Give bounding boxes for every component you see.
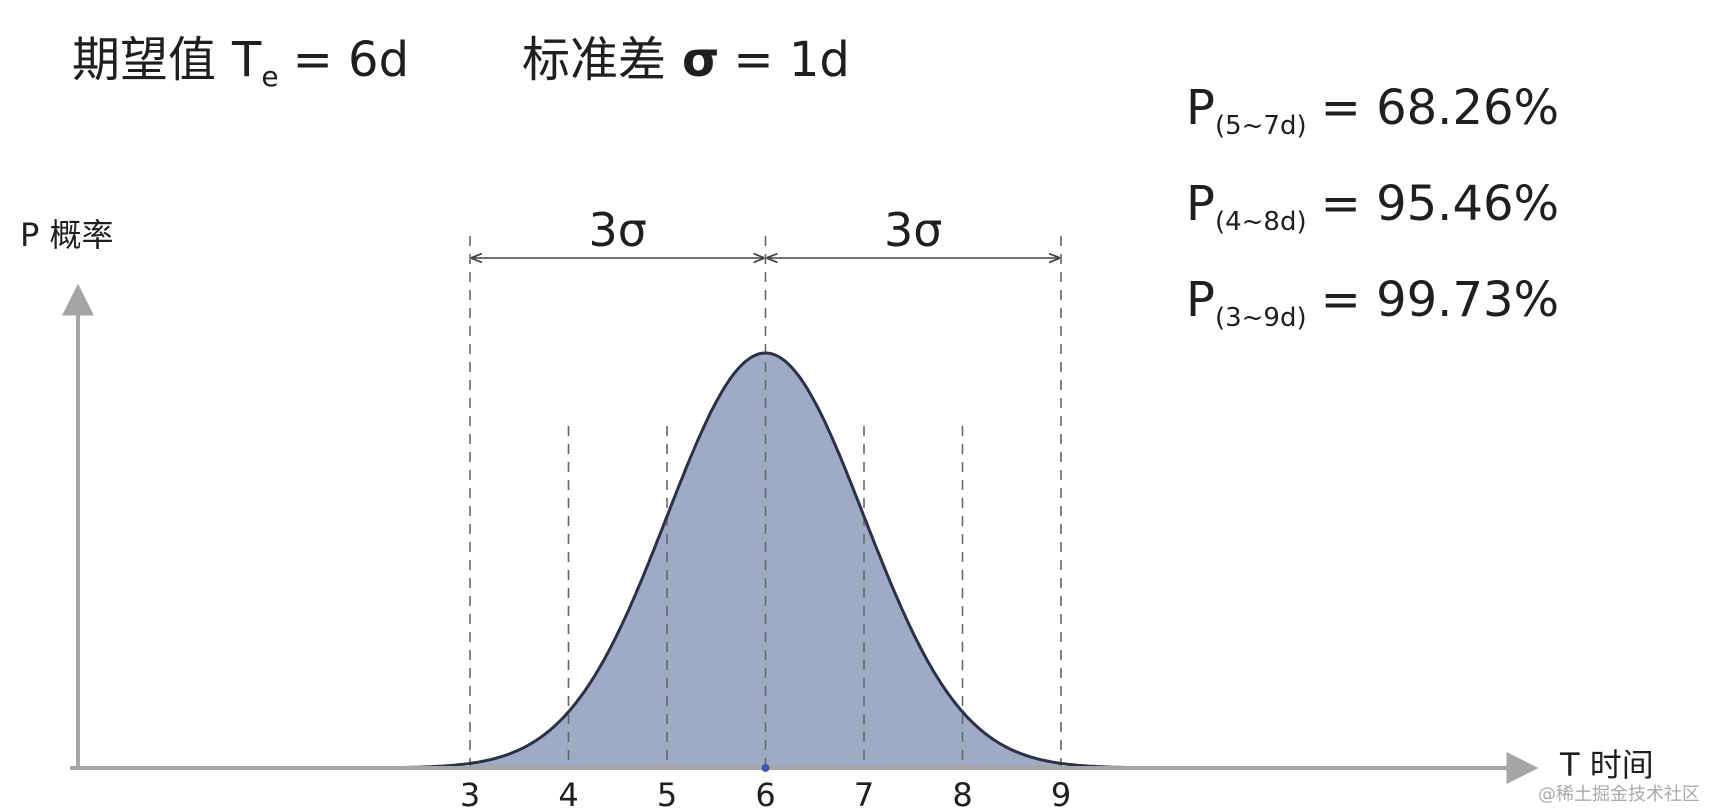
expected-value-heading: 期望值 Te = 6d xyxy=(72,32,409,93)
mean-marker xyxy=(761,764,770,772)
x-tick-label: 5 xyxy=(657,776,677,810)
x-tick-label: 4 xyxy=(558,776,578,810)
x-axis-label: T 时间 xyxy=(1559,746,1654,784)
prob-line-3: P(3~9d) = 99.73% xyxy=(1186,272,1559,333)
std-dev-heading: 标准差 σ = 1d xyxy=(522,32,850,88)
x-tick-label: 7 xyxy=(854,776,874,810)
x-tick-label: 9 xyxy=(1051,776,1071,810)
sigma-span-label-right: 3σ xyxy=(884,203,942,257)
x-tick-label: 8 xyxy=(952,776,972,810)
watermark: @稀土掘金技术社区 xyxy=(1538,784,1700,805)
sigma-span-label-left: 3σ xyxy=(589,203,647,257)
y-axis-label: P 概率 xyxy=(20,216,113,254)
x-tick-label: 3 xyxy=(460,776,480,810)
prob-line-1: P(5~7d) = 68.26% xyxy=(1186,80,1559,141)
x-tick-label: 6 xyxy=(755,776,775,810)
prob-line-2: P(4~8d) = 95.46% xyxy=(1186,176,1559,237)
